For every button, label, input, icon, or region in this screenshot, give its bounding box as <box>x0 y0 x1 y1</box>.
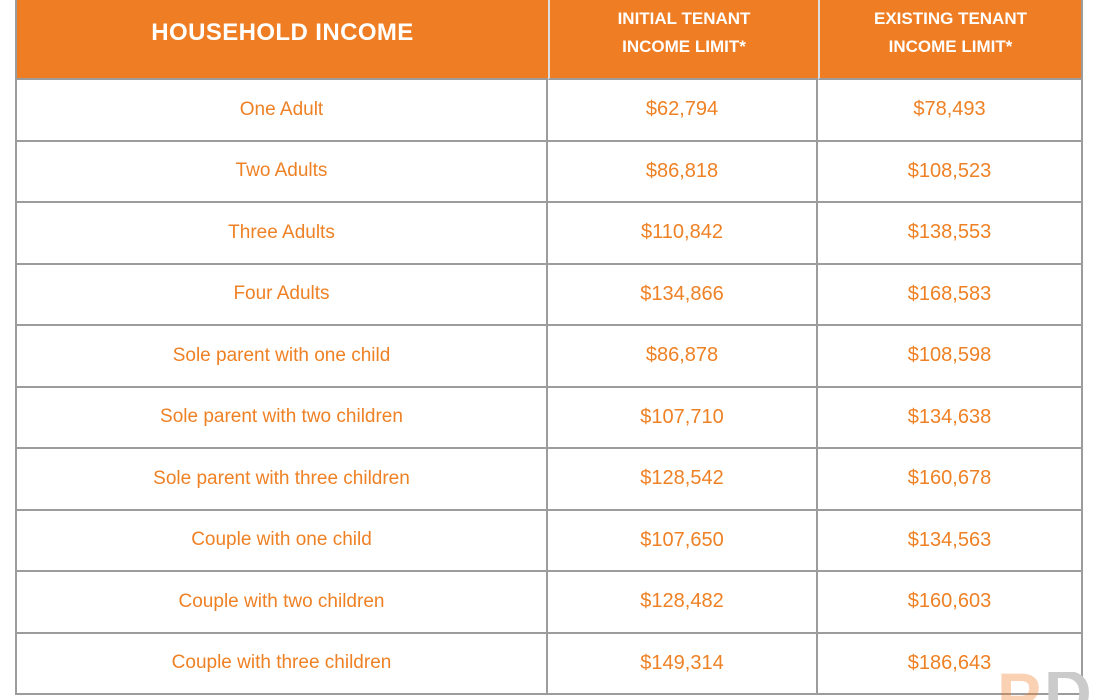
table-row: Sole parent with one child $86,878 $108,59… <box>15 326 1083 388</box>
household-cell: Four Adults <box>15 264 548 326</box>
household-cell: Sole parent with one child <box>15 326 548 388</box>
table-row: Two Adults $86,818 $108,523 <box>15 141 1083 203</box>
income-limits-table: HOUSEHOLD INCOME INITIAL TENANT INCOME L… <box>15 0 1083 695</box>
table-row: Sole parent with three children $128,542 $… <box>15 449 1083 511</box>
header-existing-line1: EXISTING TENANT <box>873 9 1027 29</box>
header-row: HOUSEHOLD INCOME INITIAL TENANT INCOME L… <box>15 0 1083 80</box>
household-cell: Two Adults <box>15 141 548 203</box>
household-cell: Couple with one child <box>15 510 548 572</box>
existing-limit-cell: $108,598 <box>818 326 1083 388</box>
table-row: Couple with two children $128,482 $160,603 <box>15 572 1083 634</box>
initial-limit-cell: $134,866 <box>548 264 818 326</box>
existing-limit-cell: $138,553 <box>818 203 1083 265</box>
header-household-income: HOUSEHOLD INCOME <box>15 0 548 80</box>
initial-limit-cell: $86,878 <box>548 326 818 388</box>
existing-limit-cell: $186,643 <box>818 633 1083 695</box>
existing-limit-cell: $168,583 <box>818 264 1083 326</box>
household-cell: Sole parent with two children <box>15 387 548 449</box>
table-row: One Adult $62,794 $78,493 <box>15 80 1083 142</box>
initial-limit-cell: $107,650 <box>548 510 818 572</box>
header-existing-tenant-limit: EXISTING TENANT INCOME LIMIT* <box>818 0 1083 80</box>
existing-limit-cell: $160,603 <box>818 572 1083 634</box>
initial-limit-cell: $107,710 <box>548 387 818 449</box>
income-limits-table-wrap: HOUSEHOLD INCOME INITIAL TENANT INCOME L… <box>15 0 1083 695</box>
household-cell: Three Adults <box>15 203 548 265</box>
header-initial-tenant-limit: INITIAL TENANT INCOME LIMIT* <box>548 0 818 80</box>
initial-limit-cell: $128,482 <box>548 572 818 634</box>
existing-limit-cell: $134,563 <box>818 510 1083 572</box>
household-cell: Couple with two children <box>15 572 548 634</box>
household-cell: One Adult <box>15 80 548 142</box>
initial-limit-cell: $86,818 <box>548 141 818 203</box>
initial-limit-cell: $110,842 <box>548 203 818 265</box>
initial-limit-cell: $128,542 <box>548 449 818 511</box>
table-row: Four Adults $134,866 $168,583 <box>15 264 1083 326</box>
household-cell: Couple with three children <box>15 633 548 695</box>
table-row: Couple with one child $107,650 $134,563 <box>15 510 1083 572</box>
existing-limit-cell: $78,493 <box>818 80 1083 142</box>
header-initial-line1: INITIAL TENANT <box>617 9 751 29</box>
initial-limit-cell: $62,794 <box>548 80 818 142</box>
header-initial-line2: INCOME LIMIT* <box>622 36 746 56</box>
table-body: One Adult $62,794 $78,493 Two Adults $86,818… <box>15 80 1083 695</box>
existing-limit-cell: $160,678 <box>818 449 1083 511</box>
header-existing-line2: INCOME LIMIT* <box>888 36 1013 56</box>
initial-limit-cell: $149,314 <box>548 633 818 695</box>
table-header: HOUSEHOLD INCOME INITIAL TENANT INCOME L… <box>15 0 1083 80</box>
existing-limit-cell: $134,638 <box>818 387 1083 449</box>
household-cell: Sole parent with three children <box>15 449 548 511</box>
table-row: Sole parent with two children $107,710 $13… <box>15 387 1083 449</box>
existing-limit-cell: $108,523 <box>818 141 1083 203</box>
table-row: Couple with three children $149,314 $186,6… <box>15 633 1083 695</box>
table-row: Three Adults $110,842 $138,553 <box>15 203 1083 265</box>
